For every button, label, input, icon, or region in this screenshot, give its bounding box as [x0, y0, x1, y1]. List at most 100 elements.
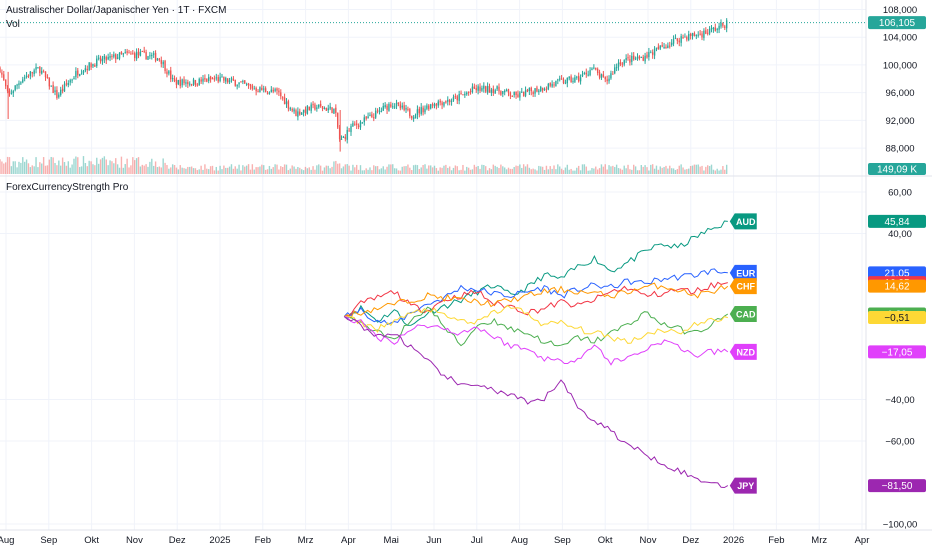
volume-bar [707, 165, 709, 174]
volume-bar [94, 165, 96, 174]
candle-body [149, 55, 151, 57]
volume-bar [672, 168, 675, 174]
candle-body [80, 73, 83, 75]
volume-bar [348, 165, 350, 174]
volume-bar [67, 161, 70, 174]
candle-body [507, 89, 510, 93]
candle-body [293, 109, 295, 112]
candle-body [128, 52, 130, 54]
volume-bar [177, 169, 180, 174]
volume-bar [376, 166, 379, 174]
candle-body [414, 115, 417, 119]
candle-body [130, 53, 132, 55]
volume-bar [606, 169, 608, 174]
volume-bar [264, 169, 267, 174]
candle-body [367, 116, 369, 119]
time-tick-label: 2026 [723, 535, 744, 546]
volume-bar [137, 157, 140, 174]
volume-bar [424, 164, 426, 174]
volume-bar [289, 168, 291, 174]
candle-body [37, 67, 39, 69]
currency-tag-text: CHF [737, 282, 756, 292]
candle-body [244, 80, 246, 84]
volume-bar [367, 169, 369, 174]
volume-bar [321, 170, 324, 174]
candle-body [572, 80, 574, 82]
candle-body [464, 93, 466, 96]
candle-body [688, 34, 690, 41]
volume-bar [245, 165, 248, 174]
candle-body [18, 83, 20, 85]
candle-body [665, 46, 667, 49]
currency-tag-eur: EUR [729, 264, 757, 281]
candle-body [65, 83, 68, 85]
value-badge-jpy: −81,50 [868, 479, 926, 493]
candle-body [646, 54, 648, 58]
current-price-badge: 106,105 [868, 16, 926, 30]
volume-bar [655, 165, 658, 174]
volume-bar [228, 166, 231, 174]
candle-body [109, 56, 111, 58]
oscillator-axis[interactable]: 60,00 40,00 −40,00 −60,00 −100,00 [883, 188, 918, 531]
candle-body [42, 71, 45, 73]
candle-body [255, 87, 257, 92]
candle-body [538, 90, 540, 93]
volume-bar [471, 169, 474, 174]
candle-body [604, 77, 606, 80]
volume-bar [559, 166, 561, 174]
candle-body [285, 101, 288, 105]
volume-bar [170, 167, 172, 174]
volume-bar [208, 169, 210, 174]
candle-body [420, 107, 422, 114]
volume-bar [35, 157, 37, 174]
candle-body [566, 77, 569, 84]
candle-body [551, 83, 553, 87]
volume-bar [192, 168, 195, 174]
volume-value: 149,09 K [877, 165, 917, 176]
volume-bar [86, 166, 88, 174]
candle-body [462, 94, 464, 96]
volume-bar [215, 166, 217, 174]
candle-body [69, 80, 71, 83]
volume-bar [407, 164, 409, 174]
candle-body [327, 108, 329, 111]
candle-body [361, 122, 364, 124]
candle-body [333, 108, 335, 114]
candle-body [399, 104, 402, 109]
volume-bar [646, 167, 648, 174]
candle-body [270, 89, 273, 92]
volume-bar [12, 161, 14, 174]
candle-body [179, 79, 181, 86]
volume-label: Vol [6, 19, 20, 30]
candle-body [431, 104, 434, 106]
volume-bar [69, 167, 71, 174]
time-tick-label: Jul [471, 535, 483, 546]
candle-body [515, 91, 517, 96]
volume-bar [650, 164, 652, 174]
candle-body [63, 83, 66, 92]
candle-body [29, 71, 32, 76]
candle-body [170, 70, 172, 80]
currency-tag-text: AUD [736, 217, 756, 227]
volume-bar [143, 165, 145, 174]
volume-bar [667, 168, 669, 174]
volume-bar [105, 159, 107, 174]
time-tick-label: Sep [40, 535, 57, 546]
candle-body [282, 97, 284, 99]
volume-bar [479, 168, 481, 174]
volume-bar [263, 165, 265, 174]
volume-bar [189, 166, 191, 174]
volume-bar [42, 157, 45, 174]
volume-bar [274, 164, 276, 174]
volume-bar [557, 164, 559, 174]
candle-body [75, 71, 77, 77]
candle-body [4, 79, 7, 87]
candle-body [175, 80, 178, 85]
candle-body [589, 70, 591, 76]
volume-bar [431, 167, 434, 174]
candle-body [10, 92, 13, 94]
volume-bar [194, 168, 197, 174]
time-axis[interactable]: Aug Sep Okt Nov Dez 2025 Feb Mrz Apr Mai Jun Jul Aug… [0, 535, 869, 546]
price-axis[interactable]: 108,000 104,000 100,000 96,000 92,000 88,000 [883, 5, 917, 155]
